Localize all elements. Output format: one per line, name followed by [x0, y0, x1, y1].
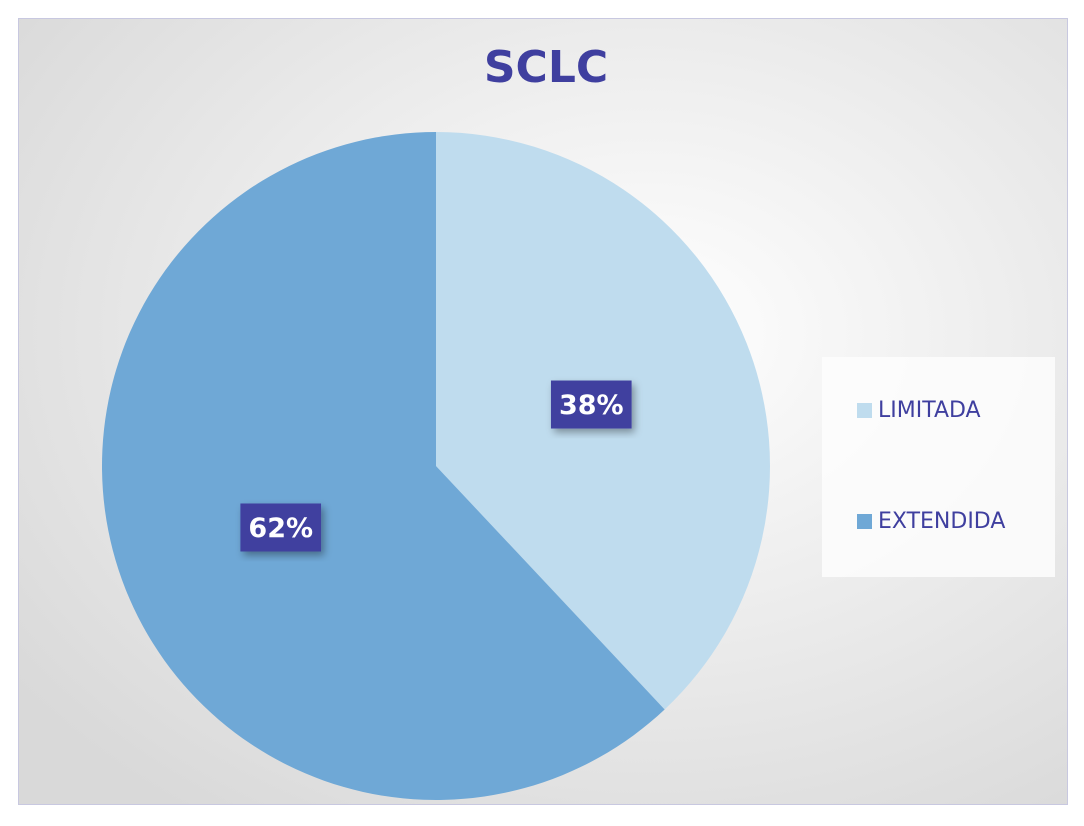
data-label-box	[240, 503, 322, 552]
data-label: 62%	[248, 513, 313, 544]
legend-box	[822, 357, 1055, 577]
legend-swatch	[857, 403, 872, 418]
legend: LIMITADA EXTENDIDA	[822, 357, 1055, 577]
legend-swatch	[857, 514, 872, 529]
data-label-box	[550, 380, 632, 429]
data-labels: 38% 62%	[240, 380, 632, 552]
data-label: 38%	[559, 390, 624, 421]
legend-label: LIMITADA	[878, 398, 981, 423]
pie	[102, 132, 771, 800]
pie-slice	[102, 132, 665, 800]
chart-title: SCLC	[484, 42, 608, 93]
legend-label: EXTENDIDA	[878, 509, 1005, 534]
